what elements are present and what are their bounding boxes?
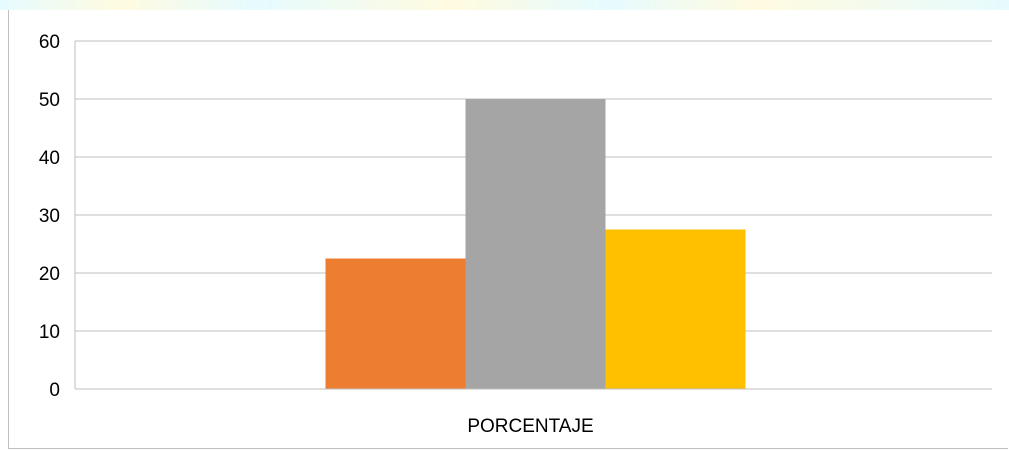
x-category-label: PORCENTAJE <box>467 416 593 437</box>
y-tick-label-30: 30 <box>39 206 60 227</box>
y-tick-label-0: 0 <box>49 380 60 401</box>
y-tick-label-20: 20 <box>39 264 60 285</box>
bar-series-1 <box>325 258 466 389</box>
y-tick-label-60: 60 <box>39 32 60 53</box>
y-tick-label-50: 50 <box>39 90 60 111</box>
bar-series-2 <box>465 99 606 389</box>
top-decorative-strip <box>0 0 1009 10</box>
bar-series-3 <box>605 229 746 389</box>
y-tick-label-40: 40 <box>39 148 60 169</box>
y-tick-label-10: 10 <box>39 322 60 343</box>
